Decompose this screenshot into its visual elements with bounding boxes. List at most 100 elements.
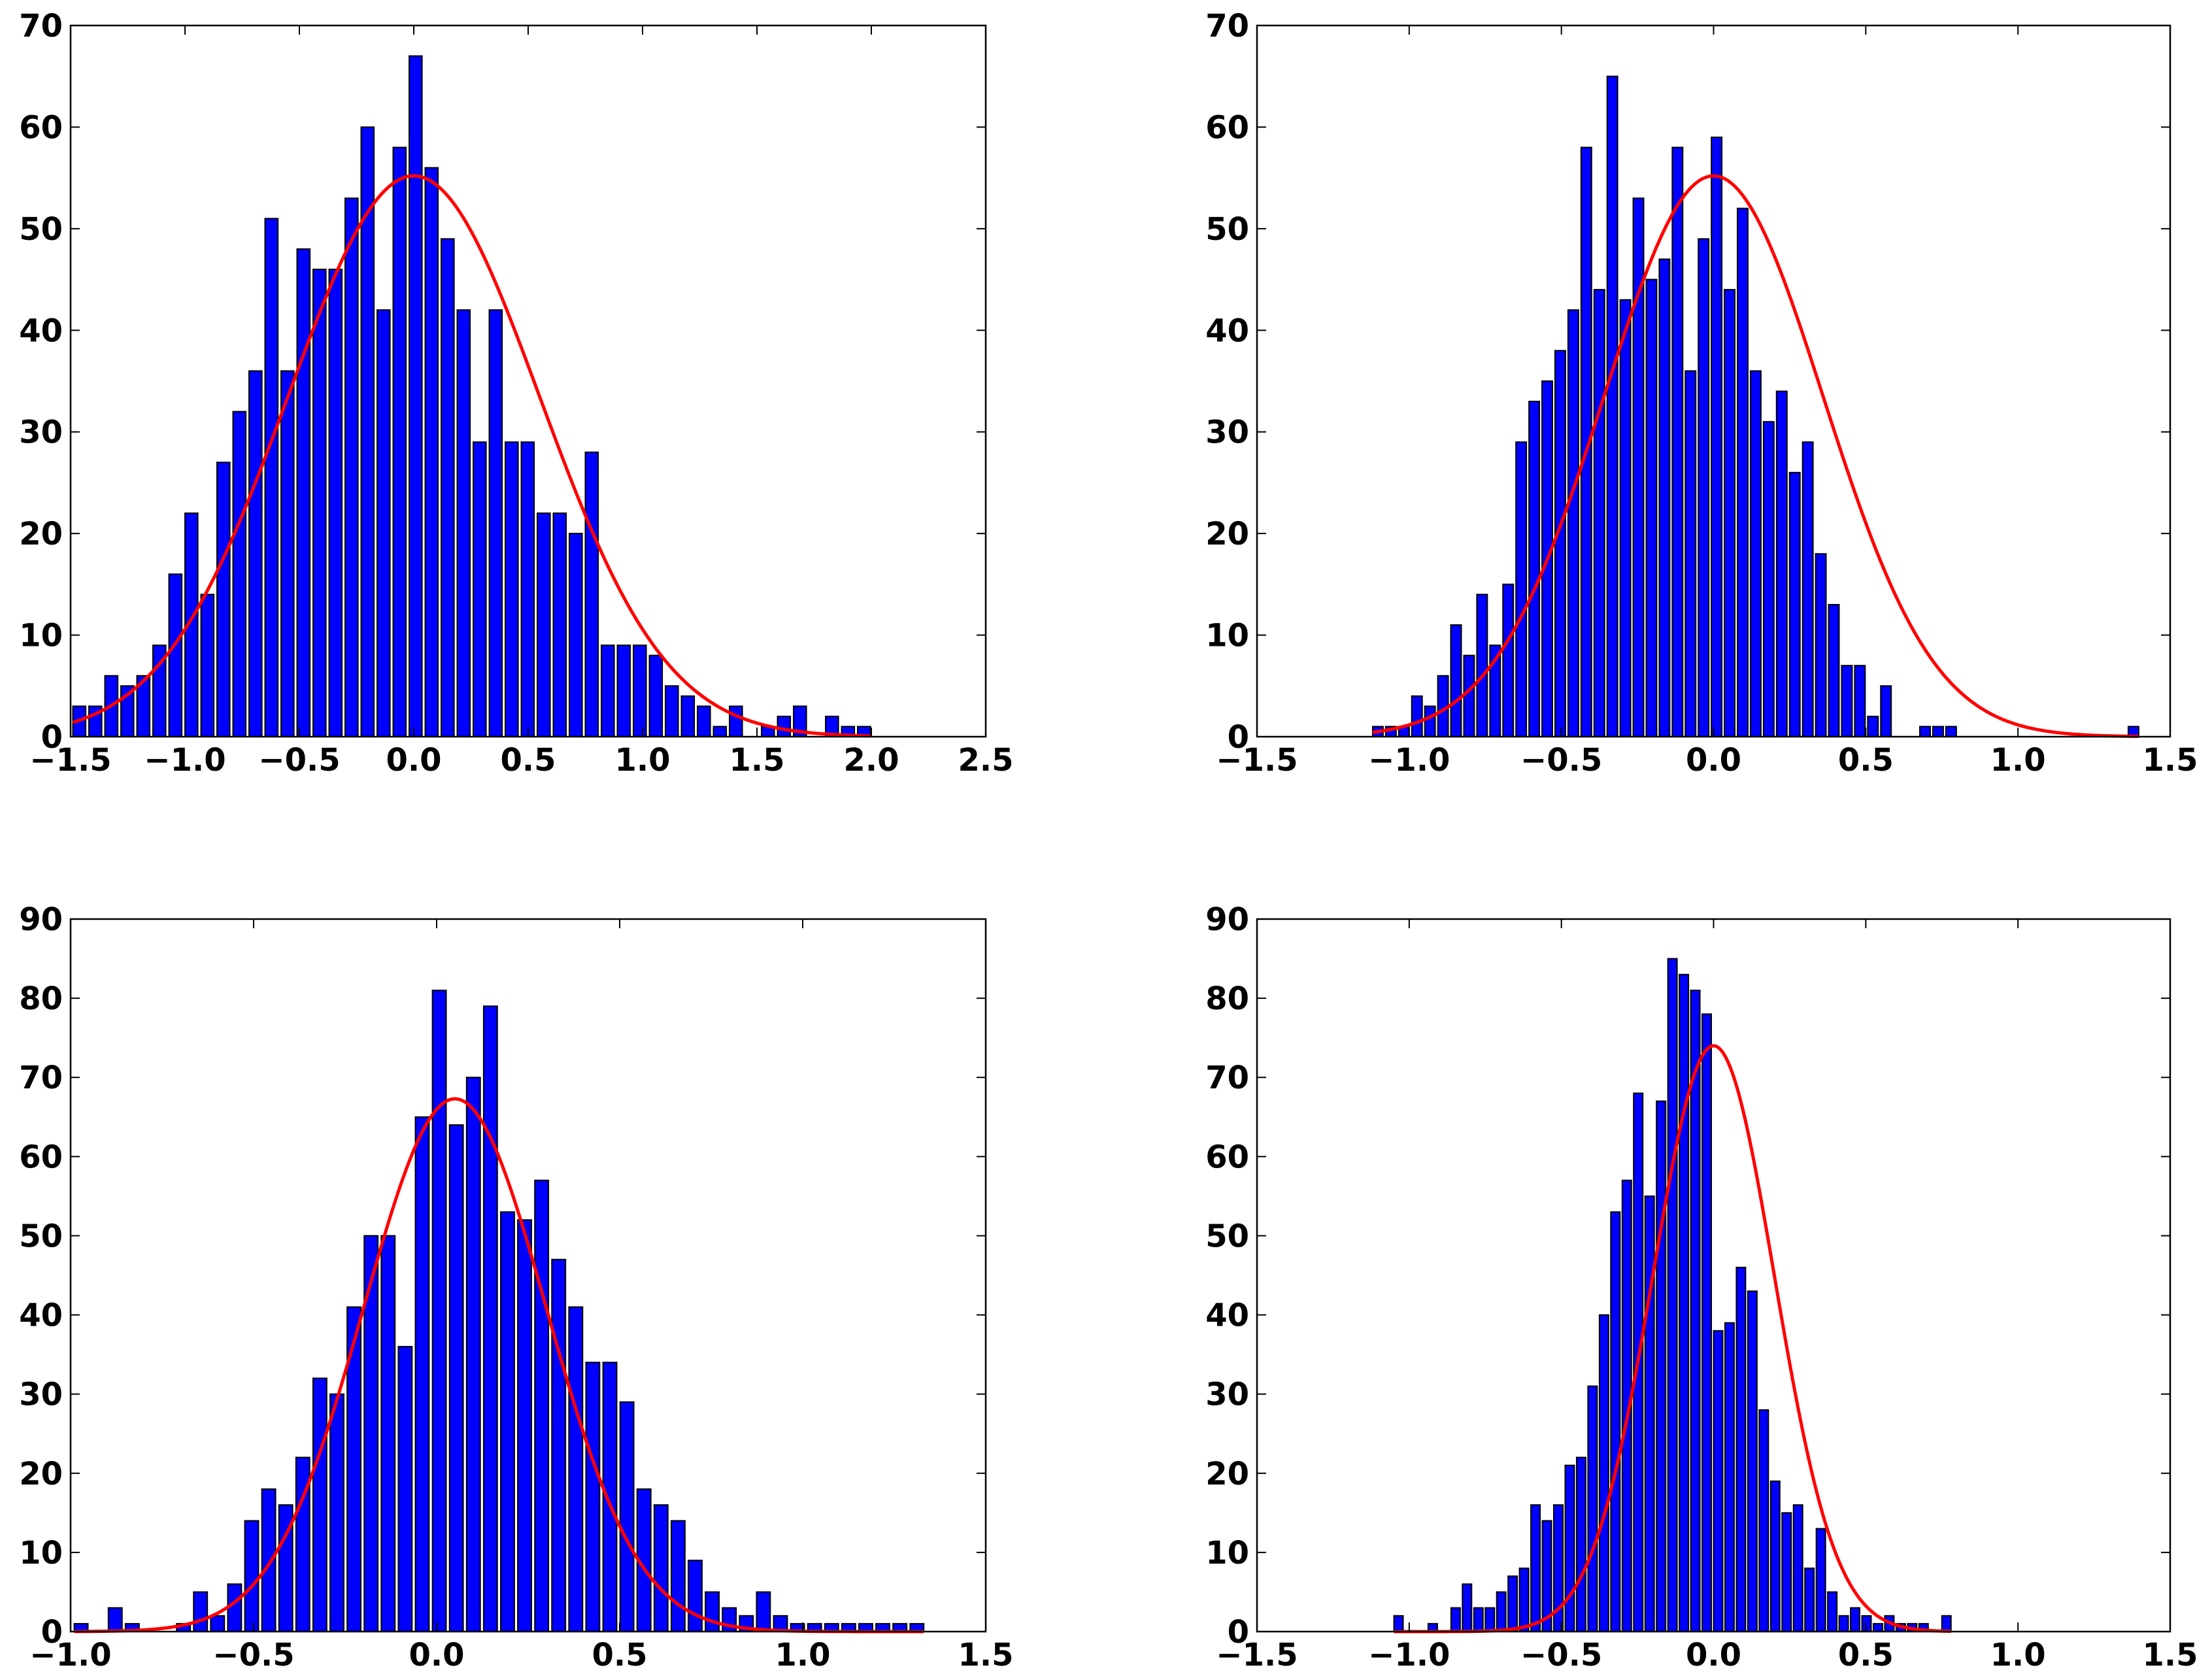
bar [397, 1346, 413, 1632]
bar [1593, 289, 1605, 738]
bar [200, 594, 215, 738]
y-tick-label: 60 [1205, 109, 1249, 146]
x-tick-label: 1.0 [1990, 742, 2046, 779]
bar [414, 1116, 430, 1633]
x-tick-label: 0.0 [1686, 742, 1741, 779]
y-tick-label: 60 [19, 1139, 63, 1175]
bar [1411, 695, 1423, 738]
bar [616, 645, 631, 737]
bar [1758, 1409, 1769, 1633]
x-tick-label: 0.0 [386, 742, 441, 779]
bar [482, 1005, 498, 1632]
bar [1737, 207, 1749, 737]
bar [1463, 654, 1475, 738]
bar [380, 1235, 396, 1632]
bar [264, 218, 279, 738]
bar [777, 715, 792, 738]
bar [344, 197, 359, 737]
bar [1762, 421, 1775, 738]
bar [552, 512, 567, 737]
bar [1861, 1615, 1872, 1633]
x-tick-label: 0.5 [1838, 742, 1894, 779]
bar [601, 645, 615, 737]
bar [1610, 1211, 1621, 1632]
bar [1828, 603, 1840, 738]
bar [1781, 1512, 1792, 1632]
y-tick-label: 60 [19, 109, 63, 146]
bar [107, 1607, 123, 1633]
y-tick-label: 70 [1205, 1060, 1249, 1096]
y-tick-label: 0 [1228, 719, 1249, 756]
subplot-1: −1.5 −1.0 −0.5 0.0 0.5 1.0 1.5 2.0 2.5 0 10 20 30 40 5… [19, 8, 1013, 779]
bar [1792, 1504, 1803, 1632]
bar [1644, 1195, 1655, 1632]
bar [1679, 973, 1690, 1633]
bar [168, 573, 183, 737]
x-tick-label: 0.5 [592, 1637, 647, 1673]
bar [1528, 401, 1541, 737]
bar [312, 1377, 327, 1632]
bar [193, 1591, 209, 1632]
bar [1484, 1607, 1496, 1633]
bar [537, 512, 551, 737]
x-tick-label: 1.5 [729, 742, 784, 779]
y-tick-label: 20 [1205, 1456, 1249, 1492]
bar [1880, 685, 1892, 738]
bar [392, 146, 407, 737]
y-tick-label: 10 [1205, 618, 1249, 654]
bar [1827, 1591, 1838, 1632]
normal-fit-curve [1372, 174, 2139, 739]
bar [670, 1520, 686, 1632]
bar [1587, 1385, 1598, 1633]
bar [648, 654, 663, 738]
x-tick-label: −1.0 [1368, 742, 1450, 779]
bar [1518, 1568, 1530, 1632]
bar [1841, 665, 1853, 738]
y-tick-label: 50 [1205, 1218, 1249, 1254]
bar [500, 1211, 515, 1632]
bar [584, 451, 599, 737]
y-tick-label: 20 [19, 516, 63, 552]
bar [688, 1560, 703, 1632]
bar [1567, 309, 1579, 737]
bar [409, 55, 423, 738]
bar [210, 1615, 226, 1633]
bar [1462, 1583, 1473, 1632]
bar [619, 1401, 635, 1633]
bar [431, 990, 447, 1632]
bar [1945, 726, 1957, 738]
bar [232, 411, 247, 738]
x-tick-label: 0.5 [500, 742, 556, 779]
y-tick-label: 50 [19, 211, 63, 248]
bar [1393, 1615, 1404, 1633]
bar [1598, 1314, 1609, 1632]
y-tick-label: 40 [19, 312, 63, 349]
bar [441, 238, 455, 737]
bar [1854, 665, 1866, 738]
bar [712, 726, 728, 738]
bar [633, 645, 647, 737]
bar [1476, 594, 1488, 738]
bar [1749, 370, 1762, 737]
y-tick-label: 60 [1205, 1139, 1249, 1175]
x-tick-label: −1.5 [29, 742, 111, 779]
bar [1606, 75, 1618, 737]
y-tick-label: 0 [41, 1614, 63, 1651]
bar [1804, 1568, 1815, 1632]
y-tick-label: 30 [1205, 1377, 1249, 1413]
x-tick-label: 1.0 [614, 742, 670, 779]
bar [424, 167, 439, 738]
x-tick-label: 0.0 [1686, 1637, 1741, 1673]
bar [1698, 238, 1710, 737]
bars [72, 55, 871, 738]
bar [585, 1362, 601, 1632]
x-tick-label: −1.0 [144, 742, 226, 779]
y-tick-label: 10 [19, 1535, 63, 1571]
x-tick-label: 0.5 [1838, 1637, 1894, 1673]
x-tick-label: −1.5 [1216, 1637, 1298, 1673]
y-tick-label: 90 [1205, 901, 1249, 938]
bar [729, 705, 743, 738]
bars [1371, 75, 2139, 738]
x-tick-label: 2.0 [843, 742, 899, 779]
